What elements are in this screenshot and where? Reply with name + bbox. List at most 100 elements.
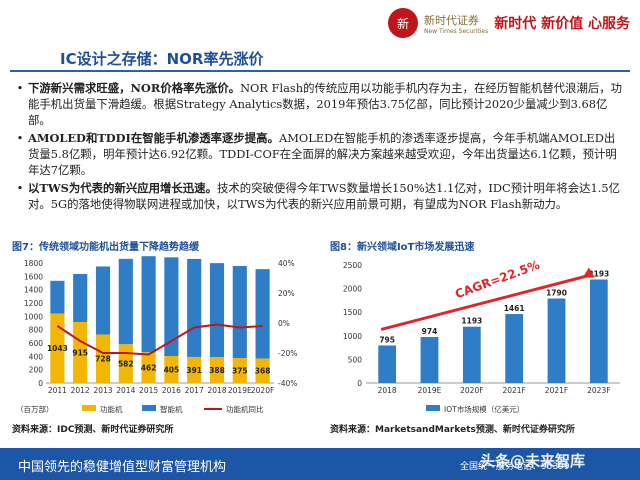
y-tick-label: 1000 — [24, 312, 43, 321]
iot-market-chart: 0 500 1000 1500 2000 2500 795 2018 974 2019E 1193 2… — [343, 258, 620, 414]
y2-tick-label: 40% — [278, 259, 295, 268]
y-tick-label: 200 — [29, 366, 44, 375]
bullet-item: • AMOLED和TDDI在智能手机渗透率逐步提高。AMOLED在智能手机的渗透… — [12, 130, 624, 178]
brand-text: 新时代证券 New Times Securities — [424, 12, 488, 35]
legend-label: 智能机 — [160, 404, 183, 414]
bar-value-label: 1461 — [504, 304, 525, 313]
right-chart-source: 资料来源：MarketsandMarkets预测、新时代证券研究所 — [330, 425, 575, 435]
bar-value-label: 2193 — [588, 269, 609, 278]
bar-smartphone — [141, 256, 156, 353]
bullet-item: • 下游新兴需求旺盛，NOR价格率先涨价。NOR Flash的传统应用以功能手机… — [12, 80, 624, 128]
yoy-line — [56, 323, 263, 356]
y-tick-label: 500 — [348, 355, 363, 364]
unit-label: （百万部） — [16, 404, 54, 414]
bar-value-label: 391 — [186, 366, 202, 375]
bar-iot — [378, 345, 397, 383]
bar-value-label: 1043 — [47, 344, 68, 353]
bar-value-label: 582 — [118, 360, 134, 369]
x-tick-label: 2011 — [48, 386, 67, 395]
x-tick-label: 2013 — [93, 386, 112, 395]
x-tick-label: 2019E — [228, 386, 252, 395]
x-tick-label: 2020F — [251, 386, 274, 395]
y-tick-label: 600 — [29, 339, 44, 348]
left-chart-panel: 图7：传统领域功能机出货量下降趋势趋缓 0 200 400 600 800 1000 120… — [12, 238, 312, 435]
right-chart-title: 图8：新兴领域IoT市场发展迅速 — [330, 242, 475, 253]
bar-smartphone — [164, 257, 179, 356]
y-tick-label: 1500 — [343, 308, 362, 317]
x-tick-label: 2023F — [587, 386, 610, 395]
watermark: 头条@未来智库 — [480, 452, 586, 470]
bar-smartphone — [187, 258, 202, 357]
brand-logo-icon: 新 — [387, 8, 418, 38]
brand-sub: New Times Securities — [423, 27, 489, 35]
bar-value-label: 462 — [141, 364, 157, 373]
brand-name: 新时代证券 — [423, 13, 479, 27]
y-tick-label: 1600 — [24, 272, 43, 281]
bullet-text: AMOLED在智能手机的渗透率逐步提高，今年手机端AMOLED出货量5.8亿颗，… — [28, 131, 617, 177]
legend-label: 功能机 — [100, 404, 123, 414]
y2-tick-label: -40% — [278, 379, 297, 388]
x-tick-label: 2014 — [116, 386, 135, 395]
bar-iot — [505, 314, 524, 383]
x-tick-label: 2018 — [378, 386, 397, 395]
bar-value-label: 795 — [379, 335, 395, 344]
y-tick-label: 2000 — [343, 285, 362, 294]
feature-phone-chart: 0 200 400 600 800 1000 1200 1400 1600 1800 40% 20% 0… — [16, 256, 297, 414]
y2-tick-label: 20% — [278, 289, 295, 298]
x-tick-label: 2021F — [545, 386, 568, 395]
bar-smartphone — [209, 263, 225, 358]
bullet-dot: • — [16, 131, 24, 145]
x-tick-label: 2019E — [418, 386, 442, 395]
y2-tick-label: -20% — [278, 349, 297, 358]
page-title: IC设计之存储：NOR率先涨价 — [60, 50, 264, 68]
bar-smartphone — [95, 266, 111, 335]
bar-smartphone — [50, 280, 65, 314]
bar-value-label: 375 — [232, 367, 248, 376]
x-tick-label: 2021F — [502, 386, 525, 395]
y-tick-label: 0 — [357, 379, 362, 388]
bar-smartphone — [232, 266, 247, 358]
bar-feature-phone — [255, 358, 270, 383]
x-tick-label: 2018 — [207, 386, 226, 395]
bar-iot — [462, 326, 481, 383]
bar-iot — [589, 279, 608, 383]
bar-value-label: 915 — [72, 349, 88, 358]
bar-value-label: 388 — [209, 366, 225, 375]
bullet-dot: • — [16, 81, 24, 95]
left-chart-title: 图7：传统领域功能机出货量下降趋势趋缓 — [12, 242, 199, 253]
cagr-arrow-line — [380, 274, 590, 331]
legend-swatch-smartphone — [142, 405, 156, 411]
bullet-list: • 下游新兴需求旺盛，NOR价格率先涨价。NOR Flash的传统应用以功能手机… — [12, 80, 624, 214]
bar-feature-phone — [141, 352, 156, 383]
y-tick-label: 0 — [38, 379, 43, 388]
bar-feature-phone — [50, 313, 65, 383]
bullet-dot: • — [16, 181, 24, 195]
y-tick-label: 1800 — [24, 259, 43, 268]
bullet-heading: AMOLED和TDDI在智能手机渗透率逐步提高。 — [28, 131, 279, 145]
footer-phone: 全国统一服务电话：95399 — [460, 462, 570, 472]
y-tick-label: 2500 — [343, 261, 362, 270]
bar-value-label: 974 — [422, 327, 438, 336]
bar-value-label: 1790 — [546, 289, 567, 298]
legend-label: IOT市场规模（亿美元） — [444, 404, 524, 414]
footer-slogan: 中国领先的稳健增值型财富管理机构 — [18, 460, 227, 475]
bar-value-label: 1193 — [461, 317, 482, 326]
bullet-text: NOR Flash的传统应用以功能手机内存为主，在经历智能机替代浪潮后，功能手机… — [28, 81, 623, 127]
bar-value-label: 728 — [95, 355, 111, 364]
title-bar: IC设计之存储：NOR率先涨价 — [10, 48, 630, 72]
bar-value-label: 405 — [164, 366, 180, 375]
x-tick-label: 2016 — [162, 386, 181, 395]
bar-value-label: 368 — [255, 367, 271, 376]
y2-tick-label: 0% — [278, 319, 290, 328]
slogan: 新时代 新价值 心服务 — [494, 16, 630, 32]
bar-feature-phone — [95, 334, 111, 383]
bar-smartphone — [73, 274, 88, 322]
y-tick-label: 1000 — [343, 332, 362, 341]
bar-feature-phone — [73, 322, 88, 383]
y-tick-label: 400 — [29, 352, 44, 361]
bar-smartphone — [255, 269, 270, 359]
cagr-arrow-head — [582, 267, 595, 278]
bar-feature-phone — [232, 358, 247, 383]
legend-swatch-iot — [426, 405, 440, 411]
y-tick-label: 1400 — [24, 286, 43, 295]
